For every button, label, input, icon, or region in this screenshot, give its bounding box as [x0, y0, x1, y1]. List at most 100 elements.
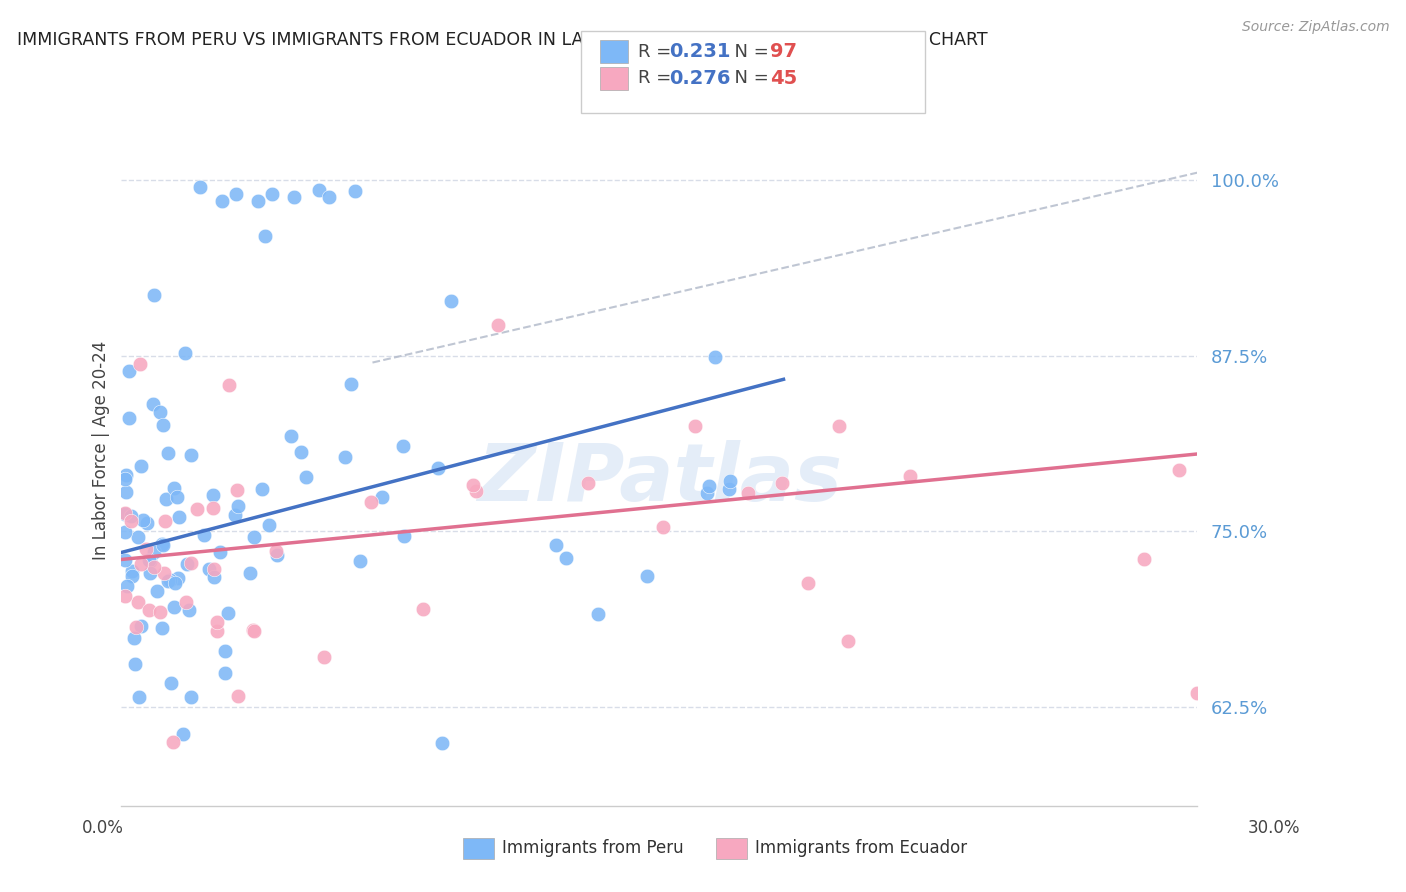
Text: 30.0%: 30.0% [1249, 819, 1301, 837]
Point [335, 450, 357, 464]
Point [697, 478, 720, 492]
Point [180, 449, 202, 463]
Point [179, 603, 201, 617]
Point [114, 506, 136, 520]
Point [555, 551, 578, 566]
Text: N =: N = [723, 70, 775, 87]
Point [226, 499, 249, 513]
Point [152, 538, 174, 552]
Point [295, 470, 318, 484]
Point [1168, 463, 1191, 477]
Point [900, 469, 922, 483]
Point [343, 184, 366, 198]
Point [124, 657, 146, 671]
Text: N =: N = [723, 43, 775, 61]
Point [576, 476, 599, 491]
Point [143, 559, 166, 574]
Point [202, 562, 225, 576]
Point [114, 589, 136, 603]
Point [283, 189, 305, 203]
Point [115, 468, 138, 483]
Point [125, 619, 148, 633]
Point [160, 676, 183, 690]
Point [392, 529, 415, 543]
Text: 0.276: 0.276 [669, 69, 731, 88]
Point [138, 603, 160, 617]
Point [696, 486, 718, 500]
Point [149, 405, 172, 419]
Y-axis label: In Labor Force | Age 20-24: In Labor Force | Age 20-24 [93, 341, 110, 560]
Point [146, 584, 169, 599]
Point [718, 475, 741, 489]
Point [683, 418, 706, 433]
Point [114, 472, 136, 486]
Point [139, 554, 162, 568]
Point [770, 476, 793, 491]
Point [122, 631, 145, 645]
Point [188, 179, 211, 194]
Point [128, 690, 150, 705]
Point [131, 619, 153, 633]
Point [226, 689, 249, 703]
Point [174, 346, 197, 360]
Point [257, 517, 280, 532]
Point [703, 350, 725, 364]
Point [136, 516, 159, 530]
Point [121, 565, 143, 579]
Point [217, 606, 239, 620]
Point [717, 482, 740, 496]
Text: IMMIGRANTS FROM PERU VS IMMIGRANTS FROM ECUADOR IN LABOR FORCE | AGE 20-24 CORRE: IMMIGRANTS FROM PERU VS IMMIGRANTS FROM … [17, 31, 987, 49]
Point [440, 294, 463, 309]
Point [796, 576, 818, 591]
Point [198, 562, 221, 576]
Point [211, 194, 233, 208]
Text: R =: R = [638, 43, 678, 61]
Point [465, 483, 488, 498]
Text: 0.231: 0.231 [669, 42, 731, 62]
Point [586, 607, 609, 621]
Point [432, 736, 454, 750]
Point [150, 621, 173, 635]
Point [486, 318, 509, 333]
Point [214, 666, 236, 681]
Point [218, 378, 240, 392]
Point [114, 553, 136, 567]
Point [180, 556, 202, 570]
Point [737, 486, 759, 500]
Point [180, 690, 202, 705]
Point [167, 509, 190, 524]
Point [155, 492, 177, 507]
Point [205, 624, 228, 638]
Point [156, 446, 179, 460]
Point [264, 544, 287, 558]
Point [118, 363, 141, 377]
Point [114, 525, 136, 540]
Point [1187, 686, 1209, 700]
Text: ZIPatlas: ZIPatlas [477, 440, 842, 518]
Point [127, 594, 149, 608]
Point [173, 727, 195, 741]
Point [266, 548, 288, 562]
Point [165, 576, 187, 591]
Point [201, 488, 224, 502]
Point [461, 477, 484, 491]
Point [162, 735, 184, 749]
Point [176, 595, 198, 609]
Point [120, 508, 142, 523]
Point [290, 445, 312, 459]
Point [360, 495, 382, 509]
Point [202, 570, 225, 584]
Point [370, 490, 392, 504]
Point [202, 501, 225, 516]
Point [143, 544, 166, 558]
Point [176, 557, 198, 571]
Point [544, 538, 567, 552]
Point [1132, 552, 1154, 566]
Point [127, 530, 149, 544]
Point [120, 514, 142, 528]
Point [159, 573, 181, 587]
Point [186, 501, 208, 516]
Point [318, 189, 340, 203]
Point [308, 182, 330, 196]
Point [828, 418, 851, 433]
